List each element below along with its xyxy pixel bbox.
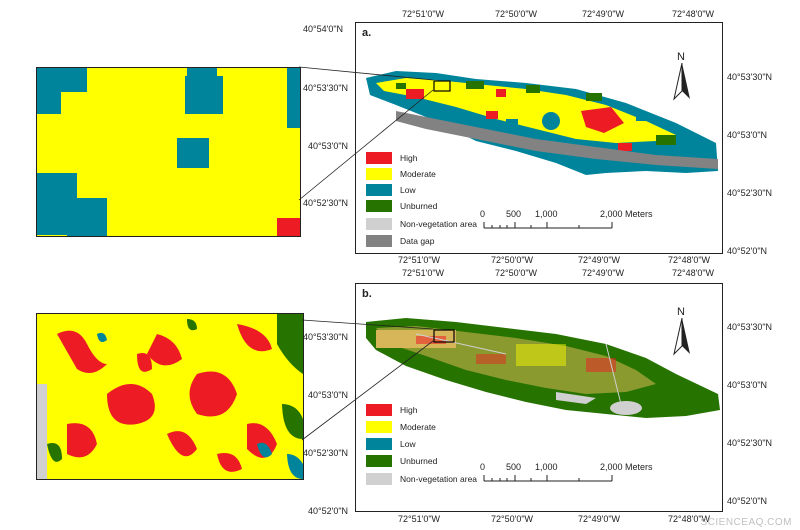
scale-label-0: 0 — [480, 462, 486, 472]
scale-bar: 0 500 1,000 2,000 Meters — [480, 209, 653, 239]
north-arrow: N — [672, 51, 692, 101]
legend-unburned: Unburned — [366, 454, 437, 468]
legend-label: Non-vegetation area — [400, 474, 478, 484]
legend-label: Unburned — [400, 456, 438, 466]
north-arrow: N — [672, 306, 692, 356]
lon-label-top: 72°51'0"W — [402, 9, 445, 19]
north-label: N — [677, 51, 685, 63]
legend-label: High — [400, 405, 418, 415]
lat-label-left: 40°53'30"N — [303, 83, 349, 93]
scale-bar-graphic — [483, 222, 613, 229]
watermark: SCIENCEAQ.COM — [700, 517, 792, 528]
lon-label-bottom: 72°51'0"W — [398, 514, 441, 524]
panel-a-zoom-inset — [36, 67, 301, 237]
lat-label-left: 40°53'30"N — [303, 332, 349, 342]
lon-label-bottom: 72°48'0"W — [668, 255, 711, 265]
legend-swatch-low — [366, 184, 392, 196]
lon-label-top: 72°49'0"W — [582, 9, 625, 19]
legend-non-vegetation: Non-vegetation area — [366, 217, 477, 231]
legend-swatch-unburned — [366, 455, 392, 467]
lon-label-bottom: 72°49'0"W — [578, 255, 621, 265]
legend-high: High — [366, 403, 417, 417]
legend-low: Low — [366, 183, 416, 197]
panel-a-letter: a. — [362, 27, 372, 39]
scale-label-1000: 1,000 — [535, 209, 558, 219]
scale-bar-graphic — [483, 475, 613, 482]
legend-unburned: Unburned — [366, 199, 437, 213]
legend-swatch-high — [366, 152, 392, 164]
scale-label-500: 500 — [506, 209, 522, 219]
lon-label-top: 72°48'0"W — [672, 9, 715, 19]
panel-b-zoom-inset — [36, 313, 304, 480]
scale-bar: 0 500 1,000 2,000 Meters — [480, 462, 653, 492]
legend-swatch-low — [366, 438, 392, 450]
scale-label-500: 500 — [506, 462, 522, 472]
legend-label: Unburned — [400, 201, 438, 211]
legend-high: High — [366, 151, 417, 165]
legend-data-gap: Data gap — [366, 234, 435, 248]
panel-b-zoom-raster — [37, 314, 303, 479]
lon-label-top: 72°49'0"W — [582, 268, 625, 278]
lat-label-left: 40°52'30"N — [303, 198, 349, 208]
lat-label-right: 40°52'30"N — [727, 188, 773, 198]
legend-moderate: Moderate — [366, 420, 436, 434]
lon-label-bottom: 72°50'0"W — [491, 255, 534, 265]
legend-swatch-high — [366, 404, 392, 416]
lat-label-right: 40°52'0"N — [727, 246, 768, 256]
north-label: N — [677, 306, 685, 318]
lon-label-bottom: 72°51'0"W — [398, 255, 441, 265]
panel-b-letter: b. — [362, 288, 372, 300]
north-arrow-icon — [673, 318, 690, 356]
lat-label-right: 40°52'0"N — [727, 496, 768, 506]
scale-label-1000: 1,000 — [535, 462, 558, 472]
lat-label-left: 40°54'0"N — [303, 24, 344, 34]
lat-label-right: 40°53'0"N — [727, 130, 768, 140]
lon-label-top: 72°48'0"W — [672, 268, 715, 278]
legend-non-vegetation: Non-vegetation area — [366, 472, 477, 486]
legend-label: Moderate — [400, 169, 436, 179]
legend-swatch-data-gap — [366, 235, 392, 247]
lat-label-left: 40°52'0"N — [308, 506, 349, 516]
lat-label-right: 40°53'30"N — [727, 72, 773, 82]
scale-label-2000: 2,000 Meters — [600, 462, 653, 472]
legend-label: Non-vegetation area — [400, 219, 478, 229]
panel-a-zoom-raster — [37, 68, 300, 236]
legend-swatch-moderate — [366, 168, 392, 180]
legend-label: Moderate — [400, 422, 436, 432]
lon-label-top: 72°50'0"W — [495, 9, 538, 19]
legend-swatch-non-vegetation — [366, 218, 392, 230]
lon-label-bottom: 72°49'0"W — [578, 514, 621, 524]
lon-label-bottom: 72°50'0"W — [491, 514, 534, 524]
panel-b-map-frame: b. High Moderate Low Unburned Non-vegeta… — [355, 283, 723, 512]
north-arrow-icon — [673, 63, 690, 101]
legend-moderate: Moderate — [366, 167, 436, 181]
legend-label: High — [400, 153, 418, 163]
panel-a-map-frame: a. High Moderate Low — [355, 22, 723, 254]
legend-label: Low — [400, 439, 416, 449]
lon-label-top: 72°50'0"W — [495, 268, 538, 278]
legend-label: Data gap — [400, 236, 435, 246]
legend-label: Low — [400, 185, 416, 195]
lon-label-bottom: 72°48'0"W — [668, 514, 711, 524]
panel-b-burn-severity-map — [366, 318, 720, 418]
lon-label-top: 72°51'0"W — [402, 268, 445, 278]
lat-label-right: 40°52'30"N — [727, 438, 773, 448]
lat-label-left: 40°53'0"N — [308, 141, 349, 151]
legend-swatch-unburned — [366, 200, 392, 212]
legend-swatch-non-vegetation — [366, 473, 392, 485]
legend-low: Low — [366, 437, 416, 451]
lat-label-left: 40°52'30"N — [303, 448, 349, 458]
scale-label-0: 0 — [480, 209, 486, 219]
legend-swatch-moderate — [366, 421, 392, 433]
lat-label-right: 40°53'30"N — [727, 322, 773, 332]
lat-label-right: 40°53'0"N — [727, 380, 768, 390]
lat-label-left: 40°53'0"N — [308, 390, 349, 400]
scale-label-2000: 2,000 Meters — [600, 209, 653, 219]
